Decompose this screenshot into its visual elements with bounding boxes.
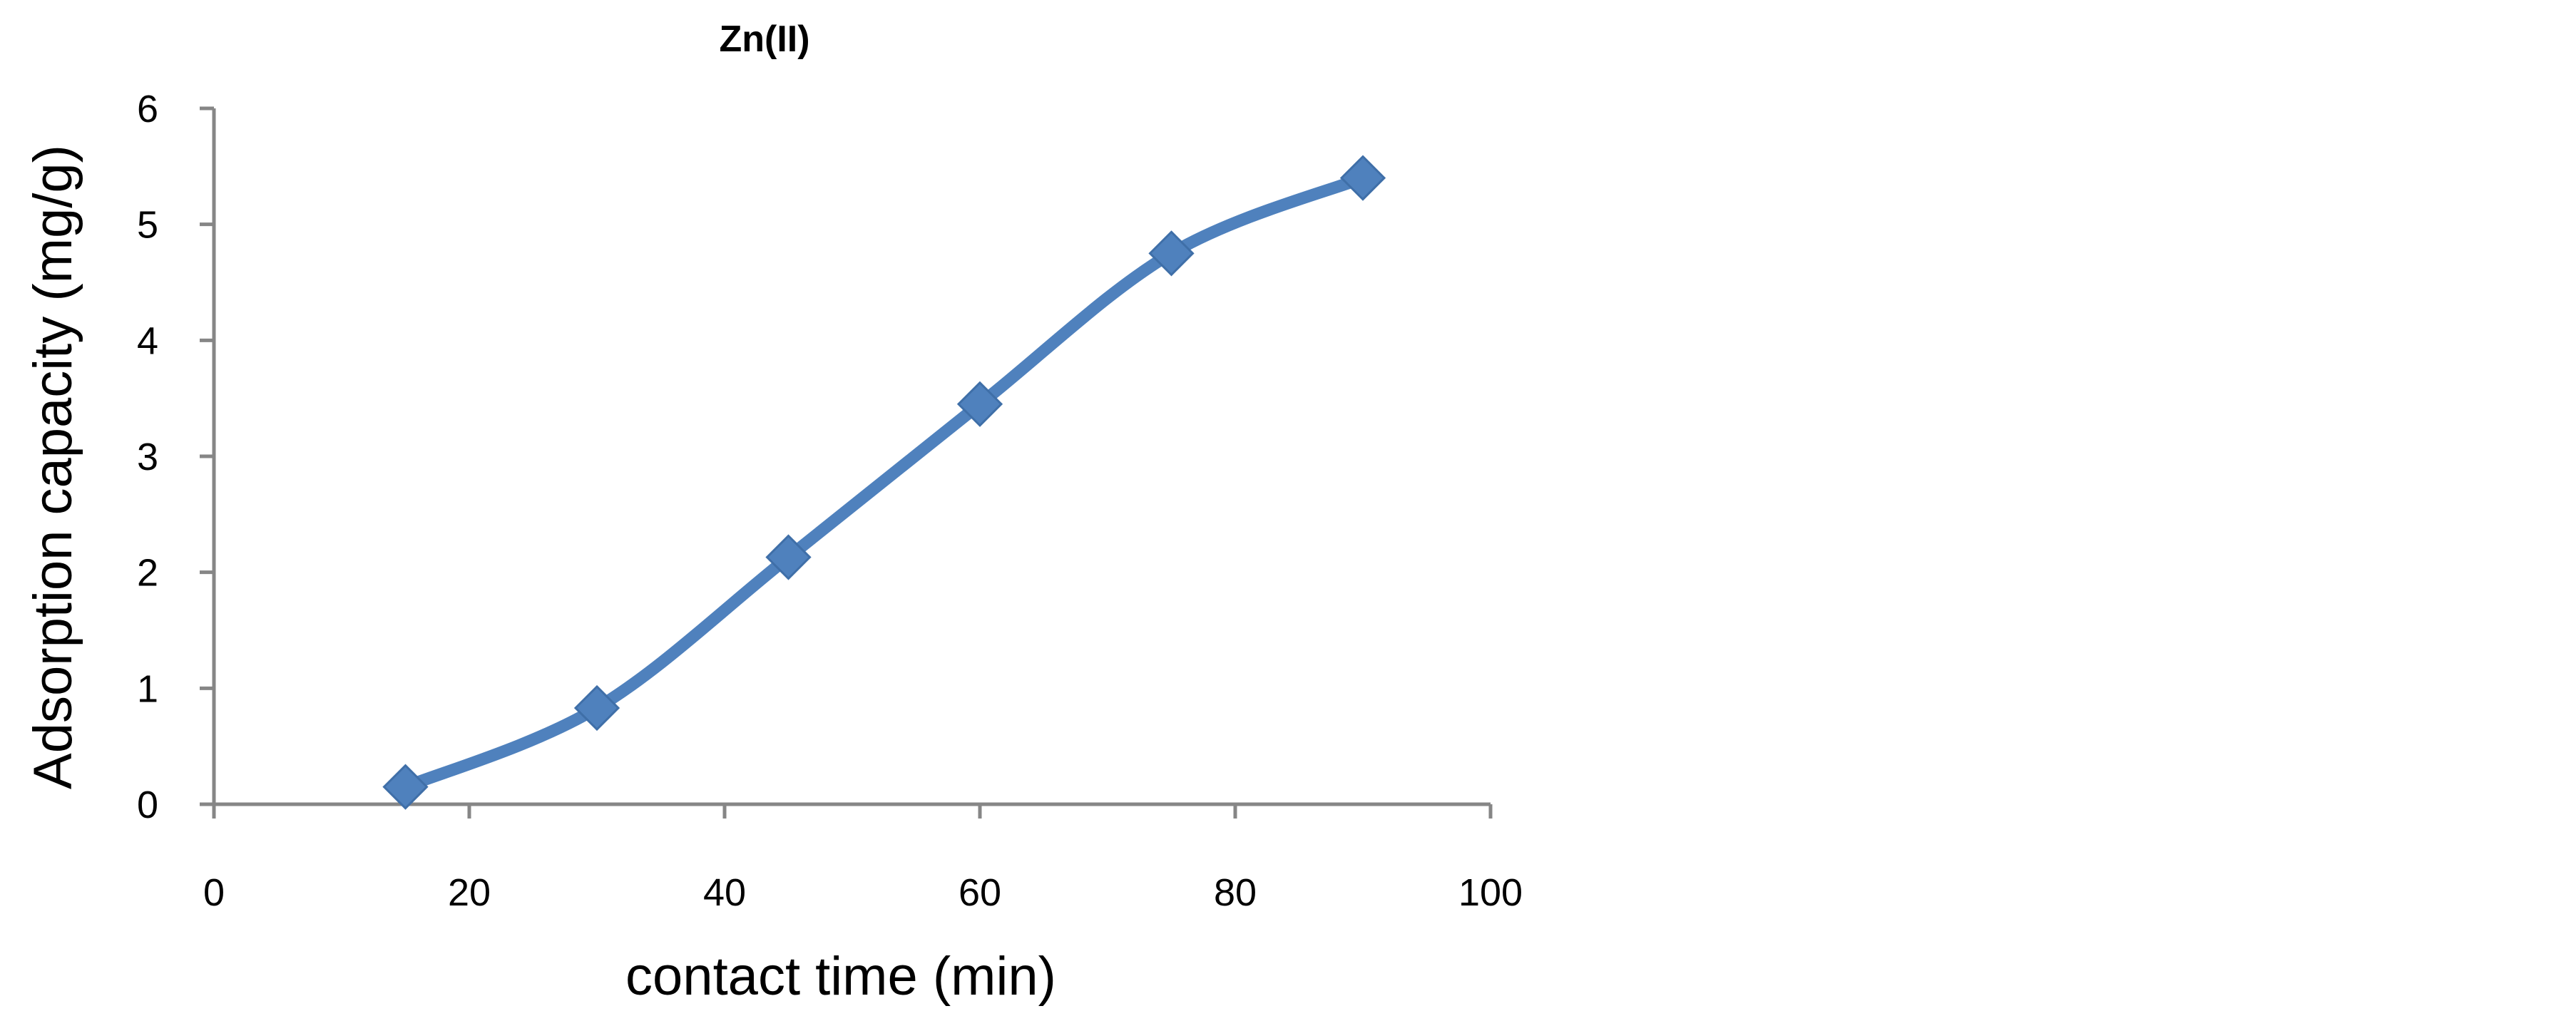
y-tick-label: 2 [137,552,158,595]
x-axis-title: contact time (min) [625,946,1056,1007]
data-point-marker [1148,230,1195,277]
data-point-marker [1339,155,1386,201]
plot-axes [212,108,1491,806]
data-point-marker [573,684,620,732]
data-point-marker [382,764,429,810]
y-tick-label: 1 [137,667,158,710]
series-line [399,172,1369,794]
y-tick-label: 0 [137,784,158,826]
y-axis-ticks: 0 1 2 3 4 5 6 [137,88,214,826]
data-point-marker [956,381,1003,427]
x-axis-ticks: 0 20 40 60 80 100 [203,804,1523,914]
x-tick-label: 40 [703,871,746,914]
y-tick-label: 3 [137,436,158,478]
y-tick-label: 5 [137,204,158,247]
x-tick-label: 100 [1458,871,1523,914]
y-axis-title: Adsorption capacity (mg/g) [23,145,83,789]
x-tick-label: 20 [448,871,491,914]
x-tick-label: 60 [959,871,1001,914]
chart-title: Zn(II) [719,19,809,60]
x-tick-label: 80 [1214,871,1257,914]
data-point-marker [765,534,812,580]
y-tick-label: 4 [137,319,158,362]
x-tick-label: 0 [203,871,225,914]
series-group [382,155,1386,810]
y-tick-label: 6 [137,88,158,130]
